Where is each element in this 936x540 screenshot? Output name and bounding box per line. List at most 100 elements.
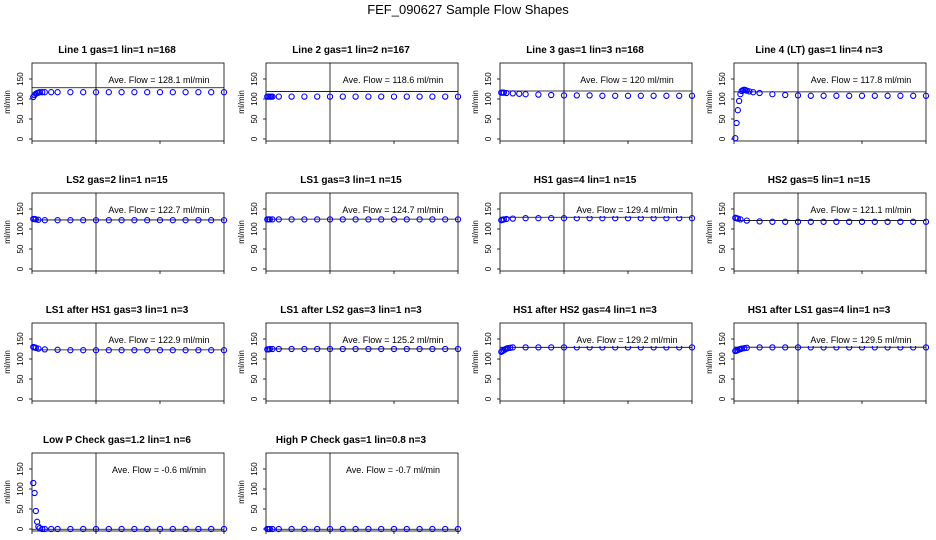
data-point [314,216,321,223]
data-point [378,216,385,223]
data-point [429,345,436,353]
y-tick-label: 0 [484,136,493,141]
data-point [454,216,462,223]
data-point [820,218,827,225]
y-axis-label: ml/min [237,350,246,374]
data-point [650,92,657,99]
plot-frame [265,452,459,532]
data-point [871,218,878,225]
average-flow-annotation: Ave. Flow = 121.1 ml/min [810,205,911,215]
data-point [32,216,39,223]
data-point [118,347,125,354]
data-point [676,92,683,99]
y-tick-label: 50 [484,114,493,123]
data-point [48,525,55,533]
data-point [220,525,228,533]
data-point [535,215,542,222]
y-tick-label: 0 [250,526,259,531]
data-point [858,92,866,99]
data-point [897,218,904,225]
data-point [288,216,295,223]
y-tick-label: 0 [484,266,493,271]
data-point [429,525,436,533]
data-point [442,345,449,353]
chart-panel: Line 2 gas=1 lin=2 n=1670501001500501001… [234,18,468,148]
annotation-background [569,75,685,86]
data-point [846,92,853,99]
annotation-background [803,335,919,346]
data-point [794,344,802,351]
chart-panel: HS1 after HS2 gas=4 lin=1 n=3 05010015005… [468,278,702,408]
y-tick-label: 0 [250,266,259,271]
y-tick-label: 0 [718,136,727,141]
data-point [41,217,48,224]
panel-title: HS1 after HS2 gas=4 lin=1 n=3 [513,305,657,316]
y-tick-label: 0 [718,396,727,401]
average-flow-annotation: Ave. Flow = 117.8 ml/min [811,75,911,85]
panel-title: Line 4 (LT) gas=1 lin=4 n=3 [755,45,883,56]
data-point [92,347,100,354]
y-tick-label: 150 [718,72,727,86]
data-point [429,216,436,223]
panel-title: LS2 gas=2 lin=1 n=15 [66,175,168,186]
average-flow-annotation: Ave. Flow = 129.2 ml/min [576,335,677,345]
annotation-background [335,75,451,86]
data-point [637,92,644,99]
y-tick-label: 50 [250,374,259,383]
data-point [67,89,74,96]
data-point [586,92,593,99]
y-tick-label: 0 [16,526,25,531]
y-axis-label: ml/min [3,480,12,504]
plot-frame [499,322,693,402]
data-point [105,525,112,533]
chart-panel: High P Check gas=1 lin=0.8 n=30501001500… [234,408,468,538]
data-point [500,216,507,223]
average-flow-annotation: Ave. Flow = 124.7 ml/min [342,205,443,215]
data-point [41,346,48,353]
data-point [30,479,37,487]
data-point [897,92,904,99]
data-point [403,216,410,223]
data-point [746,88,753,95]
chart-panel: Line 4 (LT) gas=1 lin=4 n=30501001500501… [702,18,936,148]
y-tick-label: 150 [16,332,25,346]
data-point [41,525,48,533]
data-point [80,525,87,533]
data-point [599,215,606,222]
data-point [833,218,840,225]
data-point [782,344,789,351]
data-point [688,92,696,99]
y-axis-label: ml/min [237,90,246,114]
panel-title: HS2 gas=5 lin=1 n=15 [767,175,871,186]
y-tick-label: 150 [250,72,259,86]
data-point [195,217,202,224]
data-point [403,525,410,533]
y-tick-label: 100 [718,352,727,366]
data-point [454,93,462,100]
data-point [733,119,740,127]
data-point [35,345,42,352]
data-point [612,215,619,222]
data-point [266,345,273,353]
data-point [637,215,644,222]
data-point [182,525,189,533]
panel-title: High P Check gas=1 lin=0.8 n=3 [275,435,427,446]
data-point [269,525,276,533]
y-tick-label: 50 [16,504,25,513]
data-point [156,525,164,533]
data-point [688,215,696,222]
data-point [352,525,359,533]
data-point [734,107,741,114]
panel-title: Low P Check gas=1.2 lin=1 n=6 [43,435,191,446]
annotation-background [335,465,451,476]
data-point [884,218,891,225]
data-point [80,89,87,96]
data-point [782,91,789,99]
data-point [54,89,61,96]
y-tick-label: 150 [250,202,259,216]
y-axis-label: ml/min [471,90,480,114]
data-point [220,217,228,224]
data-point [390,93,398,100]
